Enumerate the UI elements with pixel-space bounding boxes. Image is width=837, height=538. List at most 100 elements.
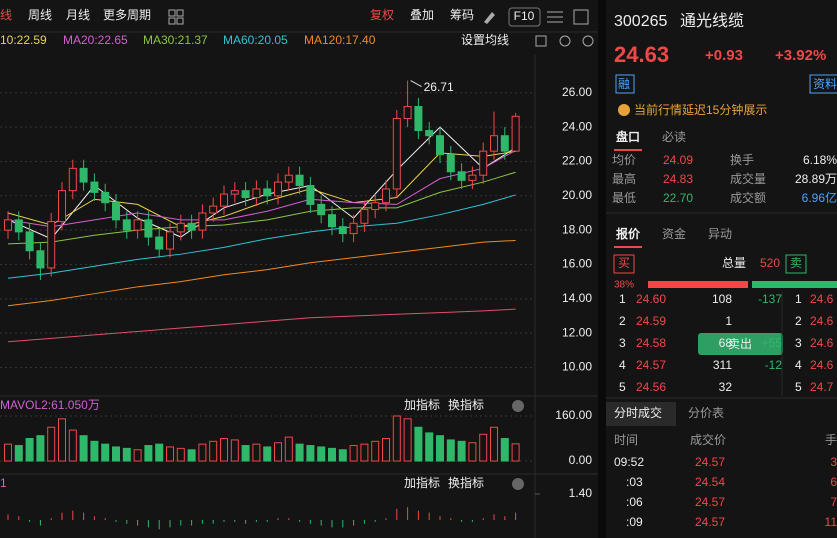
info-box[interactable] (809, 74, 837, 94)
total-label: 总量 (722, 256, 746, 270)
candle-body (317, 203, 326, 216)
volume-bar (284, 436, 293, 462)
trade-qty: 3 (830, 455, 837, 469)
tool-button: 叠加 (410, 8, 434, 22)
level: 3 (619, 336, 626, 350)
candle-body (209, 205, 218, 214)
stat-value: 6.18% (803, 153, 837, 167)
tag-box (615, 74, 635, 94)
trade-time: :03 (626, 475, 643, 489)
high-annotation: 26.71 (424, 80, 454, 94)
trade-time: :09 (626, 515, 643, 529)
bid-qty: 311 (713, 358, 732, 372)
level: 1 (619, 292, 626, 306)
candle-body (79, 167, 88, 183)
trade-time: 09:52 (614, 455, 644, 469)
candle-body (25, 231, 34, 252)
bid-price: 24.56 (636, 380, 666, 394)
splitter (598, 0, 606, 538)
y-tick-label: 10.00 (562, 360, 592, 374)
trade-price: 24.54 (695, 475, 725, 489)
candle-body (436, 135, 444, 156)
tab: 异动 (708, 227, 732, 241)
candle-body (490, 135, 498, 152)
ma-legend: MA30:21.37 (143, 33, 208, 47)
stat-label: 成交额 (730, 190, 766, 205)
volume-bar (101, 443, 110, 462)
panel-button: 换指标 (448, 397, 484, 412)
volume-bar (4, 443, 12, 462)
volume-bar (306, 445, 315, 462)
bid-change: -12 (765, 358, 783, 372)
stat-label: 均价 (612, 153, 636, 167)
level: 5 (795, 380, 802, 394)
tab-active[interactable] (606, 402, 676, 426)
candle-body (338, 226, 347, 235)
zoom-icons[interactable] (535, 9, 594, 47)
candle-body (122, 219, 131, 231)
tab: 报价 (616, 226, 641, 241)
sell-button[interactable] (698, 333, 783, 355)
candle-body (230, 190, 239, 195)
bid-change: +55 (762, 336, 783, 350)
tab: 盘口 (616, 129, 640, 144)
trade-price: 24.57 (695, 515, 725, 529)
ma-line (7, 171, 516, 245)
panel-close[interactable] (512, 400, 524, 490)
stat-label: 成交量 (730, 171, 766, 186)
y-tick-label: 20.00 (562, 188, 592, 202)
grid-icon[interactable] (168, 9, 184, 25)
candle-body (479, 150, 488, 176)
candle-body (403, 106, 412, 120)
ask-price: 24.6 (810, 336, 834, 350)
tab: 资金 (662, 226, 686, 241)
f10-box[interactable] (508, 7, 541, 27)
volume-bar (263, 446, 272, 462)
candle-body (511, 115, 520, 152)
volume-bar (360, 443, 369, 462)
candle-body (263, 188, 272, 197)
candle-body (500, 135, 509, 152)
draw-icon[interactable] (484, 12, 495, 24)
volume-bar (112, 446, 120, 462)
candle-body (47, 221, 56, 269)
volume-bar (209, 440, 218, 462)
ma-legend: MA120:17.40 (304, 33, 376, 47)
level: 3 (795, 336, 802, 350)
volume-bar (490, 426, 498, 462)
tool-button: 复权 (370, 8, 394, 22)
volume-bar (479, 433, 488, 462)
volume-bar (468, 442, 477, 462)
trade-price: 24.57 (695, 455, 725, 469)
candle-body (4, 219, 12, 231)
panel-title: MAVOL2:61.050万 (0, 398, 100, 412)
candle-body (252, 188, 261, 199)
candle-body (58, 190, 66, 223)
volume-bar (47, 426, 56, 462)
ma-settings: 设置均线 (461, 33, 509, 47)
volume-bar (198, 443, 207, 462)
volume-bar (295, 443, 304, 462)
candle-body (144, 219, 153, 238)
col-header: 成交价 (690, 432, 726, 447)
notice: 当前行情延迟15分钟展示 (634, 102, 767, 117)
volume-bar (58, 418, 66, 462)
price: 24.63 (614, 42, 669, 67)
candle-body (306, 185, 315, 205)
settings-icon[interactable] (547, 11, 563, 23)
volume-bar (403, 418, 412, 462)
volume-bar (187, 449, 196, 462)
volume-bar (176, 447, 185, 462)
volume-bar (155, 443, 164, 462)
trade-price: 24.57 (695, 495, 725, 509)
volume-bar (36, 435, 45, 462)
tool-button: 筹码 (450, 8, 474, 22)
candle-body (425, 130, 434, 137)
candle-body (90, 181, 99, 193)
volume-bar (241, 445, 250, 462)
candle-body (328, 214, 336, 228)
stat-value: 28.89万 (795, 172, 837, 186)
stat-value: 22.70 (663, 191, 693, 205)
candle-body (284, 174, 293, 183)
